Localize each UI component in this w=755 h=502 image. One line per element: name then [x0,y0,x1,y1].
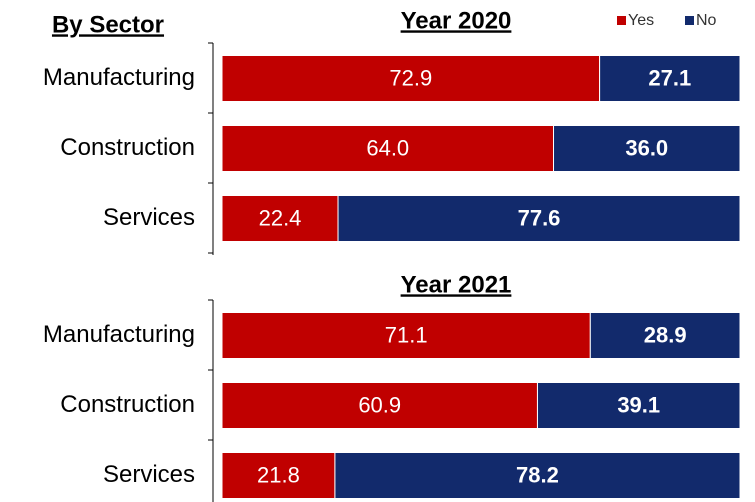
value-label: 28.9 [644,322,687,347]
value-label: 72.9 [389,65,432,90]
value-label: 21.8 [257,462,300,487]
header: By Sector [52,11,164,38]
value-label: 27.1 [648,65,691,90]
value-label: 71.1 [385,322,428,347]
value-label: 78.2 [516,462,559,487]
bar-segment [536,382,741,429]
legend-label: No [696,12,717,29]
value-label: 22.4 [259,205,302,230]
category-label: Construction [60,134,195,161]
bar-segment [221,312,591,359]
legend-label: Yes [628,12,654,29]
category-label: Manufacturing [43,64,195,91]
category-label: Manufacturing [43,321,195,348]
legend-swatch [685,16,694,25]
value-label: 39.1 [617,392,660,417]
category-label: Construction [60,391,195,418]
bar-segment [221,55,601,102]
bar-segment [553,125,741,172]
value-label: 60.9 [358,392,401,417]
bar-segment [221,125,555,172]
category-label: Services [103,204,195,231]
bar-segment [599,55,741,102]
panel-title: Year 2020 [401,7,512,34]
bar-segment [334,452,741,499]
panel-title: Year 2021 [401,271,512,298]
value-label: 36.0 [625,135,668,160]
bar-segment [221,382,538,429]
bar-segment [221,195,339,242]
legend-swatch [617,16,626,25]
category-label: Services [103,461,195,488]
bar-segment [337,195,741,242]
value-label: 77.6 [518,205,561,230]
bar-segment [589,312,741,359]
value-label: 64.0 [366,135,409,160]
bar-segment [221,452,336,499]
